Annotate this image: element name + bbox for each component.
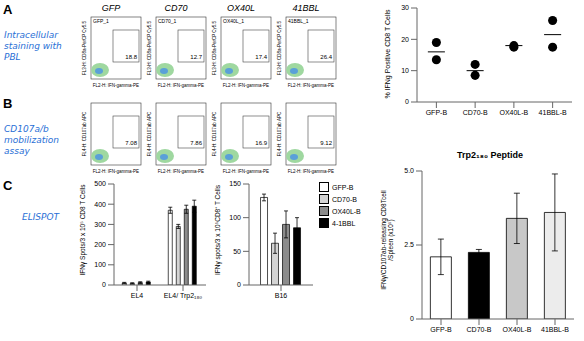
- html-text:CD70-B: CD70-B: [332, 195, 357, 203]
- svg-text:9.12: 9.12: [320, 140, 332, 146]
- svg-text:0: 0: [102, 281, 106, 288]
- svg-text:FL3-H: CD8a-PerCP Cy5.5: FL3-H: CD8a-PerCP Cy5.5: [277, 20, 282, 75]
- svg-text:200: 200: [94, 241, 106, 248]
- svg-text:OX40L-B: OX40L-B: [499, 109, 528, 116]
- svg-text:FL4-H: CD107ab APC: FL4-H: CD107ab APC: [82, 111, 87, 156]
- svg-text:CD70-B: CD70-B: [467, 326, 492, 333]
- html-text:CD70: CD70: [164, 3, 188, 13]
- html-text:C: C: [3, 178, 13, 193]
- svg-text:300: 300: [94, 221, 106, 228]
- svg-text:FL2-H: IFN-gamma-PE: FL2-H: IFN-gamma-PE: [93, 169, 139, 174]
- html-text:CD107a/b mobilization assay: CD107a/b mobilization assay: [4, 124, 59, 156]
- svg-text:20: 20: [401, 36, 409, 43]
- svg-text:FL3-H: CD8a-PerCP Cy5.5: FL3-H: CD8a-PerCP Cy5.5: [212, 20, 217, 75]
- svg-text:FL2-H: IFN-gamma-PE: FL2-H: IFN-gamma-PE: [158, 169, 204, 174]
- html-text:IFNγ/CD107ab-releasing CD8Tcel: IFNγ/CD107ab-releasing CD8Tcell: [380, 190, 387, 290]
- svg-text:7.86: 7.86: [190, 140, 202, 146]
- html-text:IFNγ spots/3 x 10⁵CD8⁺ T Cells: IFNγ spots/3 x 10⁵CD8⁺ T Cells: [214, 185, 221, 275]
- svg-text:EL4: EL4: [131, 292, 144, 299]
- svg-text:GFP-B: GFP-B: [426, 109, 448, 116]
- svg-text:2.5: 2.5: [404, 241, 414, 248]
- svg-text:18.8: 18.8: [125, 54, 137, 60]
- html-text:A: A: [3, 2, 13, 17]
- svg-text:50: 50: [233, 248, 241, 255]
- svg-text:26.4: 26.4: [320, 54, 332, 60]
- svg-text:10: 10: [401, 67, 409, 74]
- svg-text:B16: B16: [275, 292, 288, 299]
- svg-text:FL3-H: CD8a-PerCP Cy5.5: FL3-H: CD8a-PerCP Cy5.5: [82, 20, 87, 75]
- html-text:Trp2₁₈₀ Peptide: Trp2₁₈₀ Peptide: [457, 150, 523, 160]
- svg-text:16.9: 16.9: [255, 140, 267, 146]
- html-text:GFP-B: GFP-B: [332, 183, 354, 191]
- html-text:ELISPOT: ELISPOT: [22, 212, 60, 222]
- svg-text:17.4: 17.4: [255, 54, 267, 60]
- svg-text:5.0: 5.0: [404, 167, 414, 174]
- svg-text:OX40L_1: OX40L_1: [223, 18, 244, 24]
- svg-text:41BBL_1: 41BBL_1: [288, 18, 309, 24]
- html-text:GFP: GFP: [101, 3, 121, 13]
- svg-text:EL4/ Trp2₁₈₀: EL4/ Trp2₁₈₀: [164, 292, 203, 300]
- svg-text:FL2-H: IFN-gamma-PE: FL2-H: IFN-gamma-PE: [288, 83, 334, 88]
- html-text:B: B: [3, 96, 13, 111]
- svg-text:OX40L-B: OX40L-B: [503, 326, 532, 333]
- svg-text:400: 400: [94, 201, 106, 208]
- html-text:% IFNg Positive CD8 T Cells: % IFNg Positive CD8 T Cells: [384, 9, 391, 99]
- svg-text:500: 500: [94, 180, 106, 187]
- svg-text:GFP-B: GFP-B: [430, 326, 452, 333]
- svg-text:7.08: 7.08: [125, 140, 137, 146]
- html-text:OX40L: OX40L: [227, 3, 255, 13]
- html-text:41BBL: 41BBL: [292, 3, 320, 13]
- svg-text:FL2-H: IFN-gamma-PE: FL2-H: IFN-gamma-PE: [158, 83, 204, 88]
- svg-text:CD70_1: CD70_1: [158, 18, 177, 24]
- svg-text:150: 150: [229, 180, 241, 187]
- svg-text:41BBL-B: 41BBL-B: [541, 326, 569, 333]
- svg-text:12.7: 12.7: [190, 54, 202, 60]
- svg-text:30: 30: [401, 4, 409, 11]
- svg-text:FL4-H: CD107ab APC: FL4-H: CD107ab APC: [212, 111, 217, 156]
- svg-text:FL4-H: CD107ab APC: FL4-H: CD107ab APC: [277, 111, 282, 156]
- html-text:/Spleen (x10⁵): /Spleen (x10⁵): [387, 219, 395, 261]
- svg-text:0: 0: [405, 98, 409, 105]
- svg-text:100: 100: [94, 261, 106, 268]
- html-text:Intracellular staining with PB: Intracellular staining with PBL: [4, 30, 62, 62]
- svg-text:100: 100: [229, 214, 241, 221]
- svg-text:FL2-H: IFN-gamma-PE: FL2-H: IFN-gamma-PE: [223, 169, 269, 174]
- svg-text:FL3-H: CD8a-PerCP Cy5.5: FL3-H: CD8a-PerCP Cy5.5: [147, 20, 152, 75]
- svg-text:FL2-H: IFN-gamma-PE: FL2-H: IFN-gamma-PE: [93, 83, 139, 88]
- svg-text:FL2-H: IFN-gamma-PE: FL2-H: IFN-gamma-PE: [223, 83, 269, 88]
- svg-text:FL2-H: IFN-gamma-PE: FL2-H: IFN-gamma-PE: [288, 169, 334, 174]
- svg-text:0: 0: [237, 281, 241, 288]
- svg-text:CD70-B: CD70-B: [463, 109, 488, 116]
- html-text:4-1BBL: 4-1BBL: [332, 219, 356, 227]
- svg-text:GFP_1: GFP_1: [93, 18, 109, 24]
- svg-text:41BBL-B: 41BBL-B: [539, 109, 567, 116]
- html-text:IFNγ Spots/3 x 10⁵ CD8 T Cells: IFNγ Spots/3 x 10⁵ CD8 T Cells: [79, 184, 86, 276]
- svg-text:FL4-H: CD107ab APC: FL4-H: CD107ab APC: [147, 111, 152, 156]
- svg-text:0: 0: [410, 315, 414, 322]
- html-text:OX40L-B: OX40L-B: [332, 207, 361, 215]
